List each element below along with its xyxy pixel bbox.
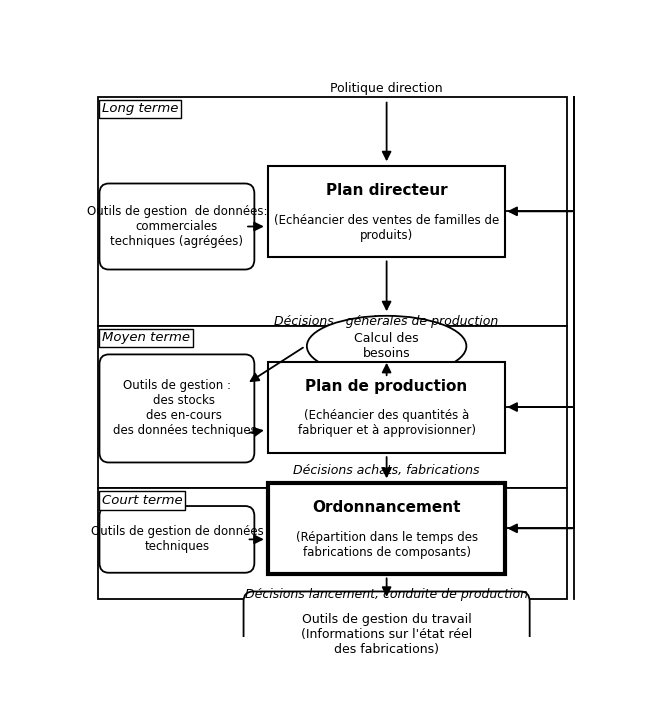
Text: Outils de gestion :
    des stocks
    des en-cours
    des données techniques: Outils de gestion : des stocks des en-co… bbox=[98, 379, 256, 437]
Bar bbox=[98, 97, 567, 326]
Bar bbox=[268, 362, 505, 453]
Text: Long terme: Long terme bbox=[102, 102, 179, 115]
Text: Ordonnancement: Ordonnancement bbox=[312, 500, 461, 515]
Text: Outils de gestion de données
techniques: Outils de gestion de données techniques bbox=[90, 526, 264, 553]
Text: Décisions   générales de production: Décisions générales de production bbox=[274, 315, 499, 329]
Text: Outils de gestion  de données:
commerciales
techniques (agrégées): Outils de gestion de données: commercial… bbox=[87, 205, 267, 248]
Text: Décisions achats, fabrications: Décisions achats, fabrications bbox=[293, 464, 480, 478]
Text: Calcul des
besoins: Calcul des besoins bbox=[355, 332, 419, 360]
Text: Court terme: Court terme bbox=[102, 494, 183, 507]
FancyBboxPatch shape bbox=[100, 183, 254, 269]
FancyBboxPatch shape bbox=[244, 591, 530, 677]
Bar bbox=[98, 488, 567, 599]
Text: Plan de production: Plan de production bbox=[305, 379, 467, 394]
Ellipse shape bbox=[307, 316, 466, 377]
Text: (Répartition dans le temps des
fabrications de composants): (Répartition dans le temps des fabricati… bbox=[295, 531, 477, 558]
Text: Plan directeur: Plan directeur bbox=[326, 183, 448, 198]
Text: Politique direction: Politique direction bbox=[330, 82, 443, 95]
Text: Décisions lancement, conduite de production: Décisions lancement, conduite de product… bbox=[245, 588, 528, 601]
Bar bbox=[98, 326, 567, 488]
Bar bbox=[268, 166, 505, 257]
Text: (Echéancier des quantités à
fabriquer et à approvisionner): (Echéancier des quantités à fabriquer et… bbox=[297, 410, 475, 437]
Text: Moyen terme: Moyen terme bbox=[102, 332, 190, 344]
Text: (Echéancier des ventes de familles de
produits): (Echéancier des ventes de familles de pr… bbox=[274, 213, 499, 242]
FancyBboxPatch shape bbox=[100, 506, 254, 573]
Text: Outils de gestion du travail
(Informations sur l'état réel
des fabrications): Outils de gestion du travail (Informatio… bbox=[301, 613, 472, 656]
Bar bbox=[268, 483, 505, 574]
FancyBboxPatch shape bbox=[100, 354, 254, 463]
